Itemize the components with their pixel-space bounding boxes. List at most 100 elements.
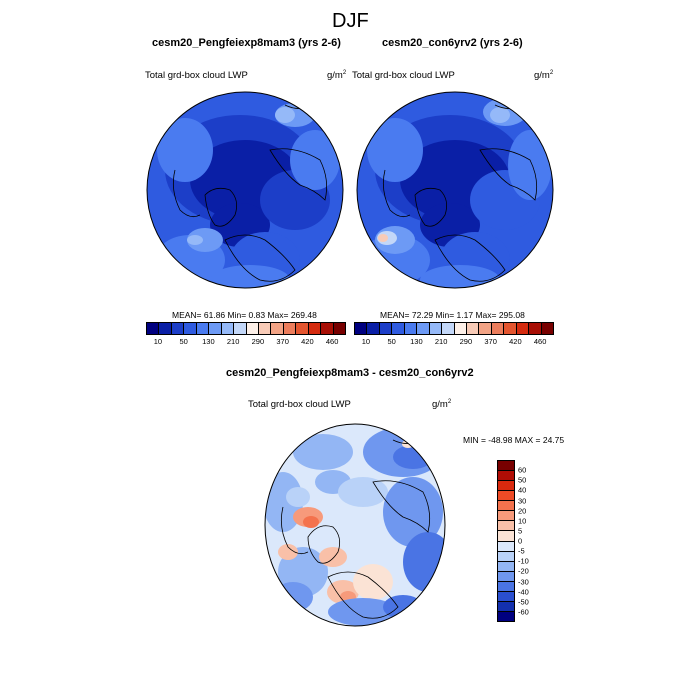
left-colorbar-swatch xyxy=(159,323,172,334)
left-panel-title: cesm20_Pengfeiexp8mam3 (yrs 2-6) xyxy=(152,37,341,49)
left-map-field xyxy=(147,92,343,288)
colorbar-tick-label: 290 xyxy=(459,337,473,346)
figure-title: DJF xyxy=(332,10,369,32)
colorbar-tick-label: 60 xyxy=(518,465,527,475)
colorbar-tick-label: 30 xyxy=(518,496,527,505)
diff-colorbar xyxy=(497,460,515,622)
right-panel-units: g/m2 xyxy=(534,70,554,82)
left-colorbar-swatch xyxy=(271,323,284,334)
right-colorbar-swatch xyxy=(504,323,517,334)
right-colorbar-swatch xyxy=(379,323,393,334)
right-colorbar-swatch xyxy=(404,323,418,334)
colorbar-tick-label: -60 xyxy=(518,607,529,617)
left-colorbar-swatch xyxy=(321,323,334,334)
diff-colorbar-swatch xyxy=(498,521,514,532)
colorbar-tick-label: 10 xyxy=(518,516,527,526)
right-colorbar-swatch xyxy=(516,323,530,334)
diff-panel-units: g/m2 xyxy=(432,399,452,411)
diff-colorbar-swatch xyxy=(498,551,514,562)
colorbar-tick-label: 5 xyxy=(518,526,523,536)
right-colorbar-swatch xyxy=(355,323,368,334)
diff-colorbar-ticks: 60 50 40 30 20 10 5 0 -5 -10 -20 -30 -40… xyxy=(518,460,548,622)
diff-colorbar-swatch xyxy=(498,601,514,612)
colorbar-tick-label: 20 xyxy=(518,506,527,516)
colorbar-tick-label: 370 xyxy=(276,337,289,346)
colorbar-tick-label: 0 xyxy=(518,536,523,546)
colorbar-tick-label: 50 xyxy=(518,475,527,485)
right-colorbar-swatch xyxy=(541,323,553,334)
diff-colorbar-swatch xyxy=(498,501,514,512)
colorbar-tick-label: 420 xyxy=(301,337,314,346)
colorbar-tick-label: -20 xyxy=(518,566,529,576)
colorbar-tick-label: 40 xyxy=(518,485,527,495)
left-colorbar-swatch xyxy=(246,323,259,334)
left-colorbar-swatch xyxy=(184,323,197,334)
colorbar-tick-label: -5 xyxy=(518,546,525,556)
diff-colorbar-swatch xyxy=(498,541,514,552)
colorbar-tick-label: 460 xyxy=(533,337,547,346)
diff-colorbar-swatch xyxy=(498,531,514,542)
right-map-field xyxy=(357,92,553,288)
right-colorbar-swatch xyxy=(442,323,455,334)
colorbar-tick-label: 130 xyxy=(202,337,215,346)
right-colorbar xyxy=(354,322,554,335)
left-panel-units: g/m2 xyxy=(327,70,347,82)
left-polar-map xyxy=(146,91,344,289)
right-panel-title: cesm20_con6yrv2 (yrs 2-6) xyxy=(382,37,523,49)
right-colorbar-swatch xyxy=(367,323,380,334)
colorbar-tick-label: -30 xyxy=(518,577,529,586)
left-colorbar-swatch xyxy=(171,323,185,334)
diff-colorbar-swatch xyxy=(498,471,514,482)
left-colorbar-swatch xyxy=(333,323,345,334)
left-colorbar-swatch xyxy=(234,323,247,334)
diff-panel-stats: MIN = -48.98 MAX = 24.75 xyxy=(463,435,565,445)
left-colorbar-swatch xyxy=(196,323,210,334)
colorbar-tick-label: 290 xyxy=(251,337,265,346)
colorbar-tick-label: -50 xyxy=(518,597,529,607)
diff-colorbar-swatch xyxy=(498,561,514,572)
right-colorbar-swatch xyxy=(392,323,405,334)
right-colorbar-swatch xyxy=(491,323,505,334)
right-panel-stats: MEAN= 72.29 Min= 1.17 Max= 295.08 xyxy=(380,310,525,320)
diff-colorbar-swatch xyxy=(498,581,514,592)
diff-colorbar-swatch xyxy=(498,591,514,602)
colorbar-tick-label: 460 xyxy=(325,337,339,346)
colorbar-tick-label: 10 xyxy=(361,337,371,346)
left-colorbar-swatch xyxy=(283,323,297,334)
colorbar-tick-label: 10 xyxy=(153,337,163,346)
left-colorbar-swatch xyxy=(221,323,235,334)
left-colorbar-swatch xyxy=(296,323,309,334)
right-colorbar-swatch xyxy=(479,323,492,334)
diff-colorbar-swatch xyxy=(498,461,514,472)
left-colorbar-swatch xyxy=(209,323,222,334)
right-colorbar-swatch xyxy=(466,323,480,334)
right-colorbar-swatch xyxy=(417,323,430,334)
colorbar-tick-label: -10 xyxy=(518,556,529,566)
right-polar-map xyxy=(356,91,554,289)
diff-colorbar-swatch xyxy=(498,481,514,492)
left-colorbar-swatch xyxy=(147,323,160,334)
colorbar-tick-label: -40 xyxy=(518,587,529,597)
colorbar-tick-label: 210 xyxy=(226,337,240,346)
right-panel-variable: Total grd-box cloud LWP xyxy=(352,70,455,81)
diff-coastlines xyxy=(280,439,431,619)
right-colorbar-swatch xyxy=(529,323,542,334)
left-colorbar-swatch xyxy=(258,323,272,334)
right-colorbar-swatch xyxy=(454,323,467,334)
colorbar-tick-label: 370 xyxy=(484,337,497,346)
left-colorbar-swatch xyxy=(308,323,322,334)
left-panel-variable: Total grd-box cloud LWP xyxy=(145,70,248,81)
diff-colorbar-swatch xyxy=(498,611,514,621)
diff-colorbar-swatch xyxy=(498,571,514,582)
diff-colorbar-swatch xyxy=(498,491,514,502)
colorbar-tick-label: 50 xyxy=(387,337,396,346)
colorbar-tick-label: 50 xyxy=(179,337,188,346)
diff-polar-map xyxy=(264,423,446,627)
left-panel-stats: MEAN= 61.86 Min= 0.83 Max= 269.48 xyxy=(172,310,317,320)
right-coastlines xyxy=(382,104,538,282)
diff-panel-variable: Total grd-box cloud LWP xyxy=(248,399,351,410)
diff-colorbar-swatch xyxy=(498,511,514,522)
left-colorbar xyxy=(146,322,346,335)
right-colorbar-swatch xyxy=(429,323,443,334)
colorbar-tick-label: 420 xyxy=(509,337,522,346)
